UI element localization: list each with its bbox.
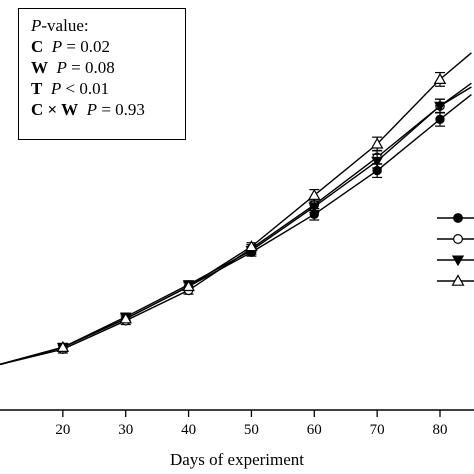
data-point [435,114,445,125]
data-point [451,274,465,286]
p-value-row-c: C P = 0.02 [31,37,111,56]
x-tick-label: 30 [118,422,133,438]
data-point [182,280,195,292]
x-tick-label: 60 [307,422,322,438]
data-point [119,312,132,324]
legend-item-1 [437,213,474,223]
series-4 [0,52,472,366]
legend-item-4 [437,274,474,286]
data-point [451,255,465,267]
x-tick-label: 20 [55,422,70,438]
legend-item-3 [437,255,474,267]
legend [437,213,474,286]
x-tick-label: 50 [244,422,259,438]
p-value-row-cxw: C × W P = 0.93 [31,100,145,119]
p-value-row-w: W P = 0.08 [31,58,115,77]
data-point [370,137,384,149]
data-point [371,156,384,168]
data-point [433,72,447,84]
data-point [453,234,464,245]
series-layer [0,52,472,366]
x-axis: 20 30 40 50 60 70 80 [0,409,474,438]
data-point [56,340,70,352]
x-tick-label: 80 [433,422,448,438]
data-point [453,213,463,223]
data-point [308,188,321,200]
x-tick-label: 70 [370,422,385,438]
data-point [434,101,446,113]
p-value-row-t: T P < 0.01 [31,79,110,98]
p-value-box: P-value: C P = 0.02 W P = 0.08 T P < 0.0… [18,8,186,140]
data-point [245,240,258,252]
p-value-title: P-value: [31,16,89,35]
x-axis-label: Days of experiment [169,450,305,469]
legend-item-2 [437,234,474,245]
data-point [308,202,321,213]
x-tick-label: 40 [181,422,196,438]
